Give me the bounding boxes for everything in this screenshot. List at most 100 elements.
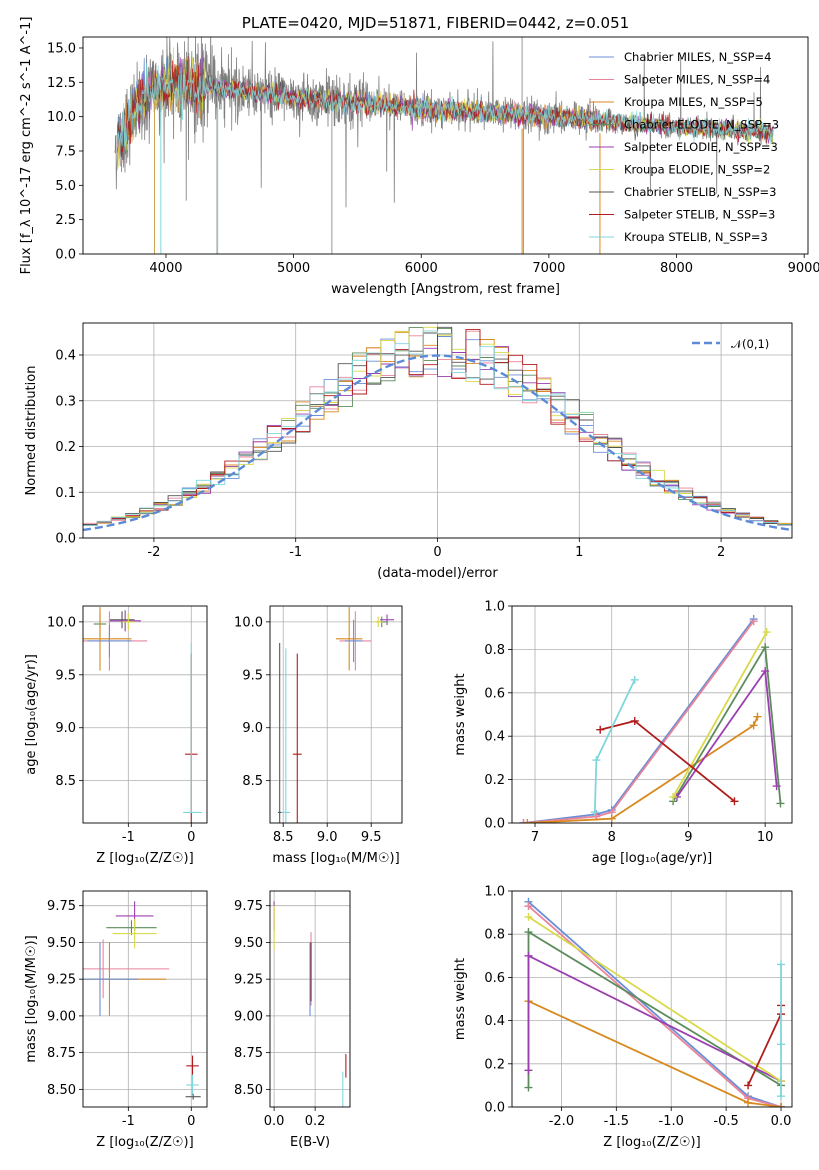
y-tick-label: 8.50: [234, 1083, 263, 1098]
plot-area: [519, 615, 785, 823]
plot-area: [83, 901, 201, 1100]
x-axis-label: (data-model)/error: [377, 566, 498, 581]
series-marker: [762, 628, 771, 637]
series-marker: [744, 1098, 753, 1107]
errorbar-point-7: [281, 648, 291, 823]
series-line-5: [528, 916, 782, 1082]
legend-entry: Kroupa MILES, N_SSP=5: [624, 95, 763, 109]
x-tick-label: -1: [122, 830, 135, 845]
panel-age_vs_mass: 8.5 9.0 9.5 8.5 9.0 9.5 10.0 mass [log₁₀(M/M☉)]: [234, 605, 403, 866]
x-axis-label: Z [log₁₀(Z/Z☉)]: [603, 1135, 700, 1150]
series-marker: [749, 617, 758, 626]
histogram-step-6: [83, 326, 792, 525]
y-tick-label: 9.5: [242, 668, 263, 683]
y-tick-label: 0.8: [484, 928, 505, 943]
series-marker: [523, 819, 532, 823]
y-tick-label: 0.1: [55, 486, 76, 501]
x-tick-label: 8.5: [273, 830, 294, 845]
axes-frame: [82, 605, 208, 824]
x-tick-label: 10: [757, 830, 774, 845]
series-marker: [777, 1040, 786, 1049]
x-tick-label: -1: [122, 1114, 135, 1129]
x-tick-label: 2: [717, 545, 725, 560]
y-tick-label: 2.5: [55, 213, 76, 228]
plot-area: [83, 326, 792, 532]
series-line-1: [523, 620, 755, 823]
errorbar-point-3: [336, 607, 363, 671]
x-tick-label: -1.5: [604, 1114, 629, 1129]
errorbar-point-1: [106, 920, 157, 936]
y-tick-label: 15.0: [47, 41, 76, 56]
panel-mass_vs_Z: -1 0 8.50 8.75 9.00 9.25 9.50 9.75 Z [log₁₀(Z/Z☉…: [24, 890, 208, 1150]
series-marker: [776, 799, 785, 808]
errorbar-point-5: [344, 619, 363, 663]
x-tick-label: 8000: [660, 261, 693, 276]
series-marker: [669, 792, 678, 801]
series-marker: [730, 797, 739, 806]
x-axis-label: age [log₁₀(age/yr)]: [592, 851, 713, 866]
series-marker: [753, 712, 762, 721]
errorbar-point-0: [109, 611, 135, 629]
x-tick-label: 4000: [149, 261, 182, 276]
series-marker: [772, 782, 781, 791]
errorbar-point-2: [122, 613, 135, 631]
series-marker: [524, 1083, 533, 1092]
series-line-4: [676, 668, 778, 798]
y-tick-label: 0.0: [55, 532, 76, 547]
y-tick-label: 9.50: [234, 936, 263, 951]
x-tick-label: 7000: [532, 261, 565, 276]
histogram-step-8: [83, 330, 792, 526]
errorbar-point-6: [186, 1055, 199, 1077]
y-tick-label: 10.0: [47, 615, 76, 630]
series-marker: [590, 808, 599, 817]
chart-title: PLATE=0420, MJD=51871, FIBERID=0442, z=0…: [242, 14, 629, 32]
x-tick-label: 5000: [277, 261, 310, 276]
series-line-7: [593, 679, 636, 813]
panel-weight_vs_age: 7 8 9 10 0.0 0.2 0.4 0.6 0.8 1.0 age [log₁₀(age/yr…: [453, 600, 793, 866]
legend-entry: Kroupa STELIB, N_SSP=3: [624, 230, 768, 244]
y-axis-label: mass weight: [453, 958, 468, 1040]
errorbar-point-1: [109, 610, 141, 632]
y-tick-label: 8.5: [55, 774, 76, 789]
y-tick-label: 0.2: [484, 773, 505, 788]
series-marker: [777, 1103, 786, 1107]
x-tick-label: 9.5: [361, 830, 382, 845]
series-line-3: [527, 930, 782, 1088]
x-tick-label: -1.0: [659, 1114, 684, 1129]
panel-residuals: -2 -1 0 1 2 0.0 0.1 0.2 0.3 0.4 (data-model)/error…: [24, 322, 793, 581]
y-tick-label: 8.5: [242, 774, 263, 789]
series-line-0: [527, 901, 782, 1107]
series-line-5: [672, 631, 768, 798]
series-marker: [777, 1092, 786, 1101]
y-tick-label: 12.5: [47, 76, 76, 91]
panel-weight_vs_Z: -2.0 -1.5 -1.0 -0.5 0.0 0.0 0.2 0.4 0.6 0.8 1.0 Z […: [453, 885, 793, 1150]
legend-entry: Chabrier STELIB, N_SSP=3: [624, 185, 776, 199]
x-tick-label: 9.0: [317, 830, 338, 845]
model-line-8: [117, 57, 774, 161]
y-tick-label: 10.0: [47, 110, 76, 125]
y-tick-label: 9.5: [55, 668, 76, 683]
errorbar-point-6: [292, 653, 302, 823]
y-tick-label: 10.0: [234, 615, 263, 630]
errorbar-point-6: [87, 625, 132, 657]
y-tick-label: 9.75: [234, 899, 263, 914]
errorbar-point-2: [373, 616, 383, 628]
legend-entry: Salpeter ELODIE, N_SSP=3: [624, 140, 778, 154]
y-axis-label: Flux [f_λ 10^-17 erg cm^-2 s^-1 A^-1]: [19, 17, 34, 275]
series-marker: [749, 721, 758, 730]
panel-mass_vs_ebv: 0.0 0.2 8.50 8.75 9.00 9.25 9.50 9.75 E(B-V): [234, 890, 351, 1150]
plot-area: [524, 897, 786, 1107]
y-tick-label: 0.4: [55, 349, 76, 364]
axes-frame: [82, 890, 208, 1108]
errorbar-point-2: [112, 918, 157, 949]
y-tick-label: 7.5: [55, 144, 76, 159]
legend-entry: Chabrier MILES, N_SSP=4: [624, 50, 771, 64]
y-tick-label: 0.0: [484, 817, 505, 832]
x-tick-label: 0: [433, 545, 441, 560]
x-tick-label: 6000: [405, 261, 438, 276]
plot-area: [273, 901, 347, 1107]
y-tick-label: 9.00: [234, 1009, 263, 1024]
x-tick-label: 9000: [788, 261, 819, 276]
axes-frame: [511, 890, 793, 1108]
